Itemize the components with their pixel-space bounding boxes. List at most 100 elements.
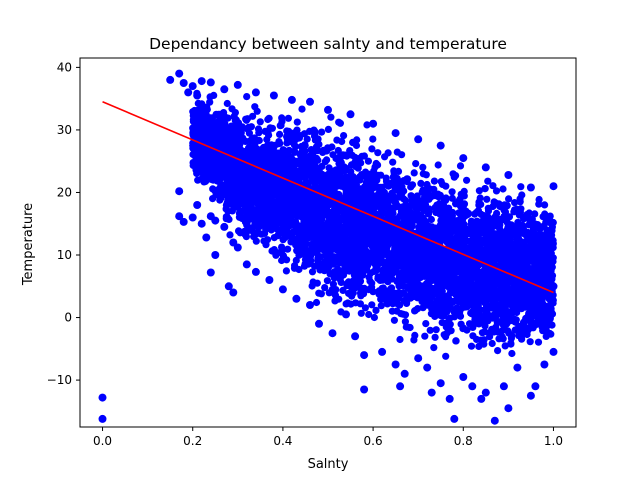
- scatter-point: [543, 269, 552, 277]
- scatter-point: [361, 253, 369, 261]
- scatter-point: [490, 311, 498, 319]
- scatter-point: [346, 258, 354, 266]
- scatter-point: [487, 304, 495, 312]
- scatter-point: [249, 112, 257, 120]
- scatter-point: [417, 248, 425, 256]
- scatter-point: [534, 338, 543, 346]
- scatter-point: [369, 247, 377, 255]
- scatter-point: [510, 199, 519, 207]
- scatter-point: [365, 310, 373, 319]
- scatter-point: [426, 244, 434, 252]
- scatter-point: [466, 320, 474, 328]
- scatter-point: [387, 211, 395, 219]
- scatter-point: [403, 298, 411, 307]
- scatter-point: [404, 276, 412, 284]
- scatter-point: [264, 115, 272, 124]
- scatter-point: [434, 161, 442, 169]
- scatter-point: [427, 287, 435, 295]
- scatter-point: [399, 310, 407, 318]
- scatter-point: [235, 151, 243, 159]
- scatter-point: [536, 225, 544, 233]
- scatter-point: [223, 99, 231, 108]
- scatter-point: [412, 160, 420, 168]
- scatter-point: [212, 186, 221, 194]
- scatter-point: [407, 257, 415, 265]
- scatter-point: [385, 192, 393, 200]
- scatter-point: [501, 342, 509, 350]
- scatter-point: [496, 202, 504, 211]
- scatter-point: [252, 230, 260, 238]
- scatter-point: [335, 295, 343, 303]
- scatter-point: [267, 141, 275, 149]
- scatter-point: [218, 171, 226, 179]
- scatter-point: [535, 200, 543, 208]
- scatter-point: [456, 268, 464, 276]
- scatter-point: [361, 304, 369, 312]
- scatter-point: [226, 231, 234, 239]
- scatter-point: [403, 178, 411, 186]
- scatter-point: [370, 204, 378, 212]
- scatter-point: [333, 240, 341, 248]
- scatter-point: [332, 154, 340, 163]
- scatter-point: [431, 224, 439, 232]
- scatter-point: [542, 325, 550, 334]
- scatter-point: [303, 135, 311, 143]
- scatter-point: [427, 215, 435, 224]
- scatter-point: [325, 164, 333, 172]
- scatter-point: [201, 177, 210, 186]
- scatter-point: [502, 300, 510, 308]
- scatter-point: [380, 194, 388, 202]
- scatter-point: [503, 236, 511, 245]
- scatter-point: [222, 115, 230, 123]
- scatter-point: [237, 129, 245, 137]
- scatter-point: [473, 298, 481, 306]
- scatter-point: [202, 124, 210, 132]
- scatter-point: [545, 248, 554, 256]
- scatter-point: [259, 195, 267, 203]
- scatter-point: [389, 300, 397, 308]
- scatter-point: [229, 125, 237, 134]
- scatter-point: [417, 179, 425, 187]
- scatter-point: [263, 135, 271, 144]
- scatter-point: [393, 148, 401, 156]
- scatter-point: [285, 127, 293, 135]
- scatter-point: [246, 191, 254, 200]
- scatter-point: [260, 208, 268, 216]
- scatter-point: [194, 109, 202, 117]
- scatter-point: [407, 192, 415, 200]
- scatter-point: [253, 107, 261, 115]
- scatter-point: [457, 320, 465, 328]
- scatter-point: [526, 257, 534, 265]
- scatter-point: [234, 121, 242, 129]
- scatter-point: [489, 182, 497, 190]
- scatter-point: [466, 283, 474, 291]
- scatter-point: [201, 163, 209, 171]
- scatter-point: [349, 281, 357, 289]
- scatter-point: [348, 292, 356, 300]
- scatter-point: [293, 118, 301, 126]
- scatter-point: [410, 169, 418, 177]
- scatter-point: [301, 147, 309, 155]
- scatter-point: [329, 280, 337, 288]
- scatter-point: [347, 300, 355, 308]
- scatter-point: [311, 136, 319, 144]
- scatter-point: [426, 326, 434, 334]
- scatter-point: [368, 145, 376, 153]
- scatter-point: [291, 148, 299, 156]
- scatter-point: [504, 327, 512, 335]
- scatter-point: [363, 121, 371, 129]
- scatter-point: [530, 288, 538, 296]
- scatter-point: [498, 285, 507, 293]
- scatter-point: [437, 305, 445, 313]
- scatter-point: [194, 176, 202, 184]
- scatter-point: [412, 196, 420, 204]
- scatter-point: [374, 256, 382, 264]
- scatter-point: [545, 310, 553, 318]
- scatter-point: [480, 340, 488, 348]
- scatter-point: [538, 266, 547, 274]
- scatter-point: [528, 299, 537, 307]
- scatter-point: [278, 114, 286, 122]
- scatter-point: [206, 152, 214, 160]
- scatter-point: [340, 132, 348, 140]
- scatter-point: [415, 227, 423, 235]
